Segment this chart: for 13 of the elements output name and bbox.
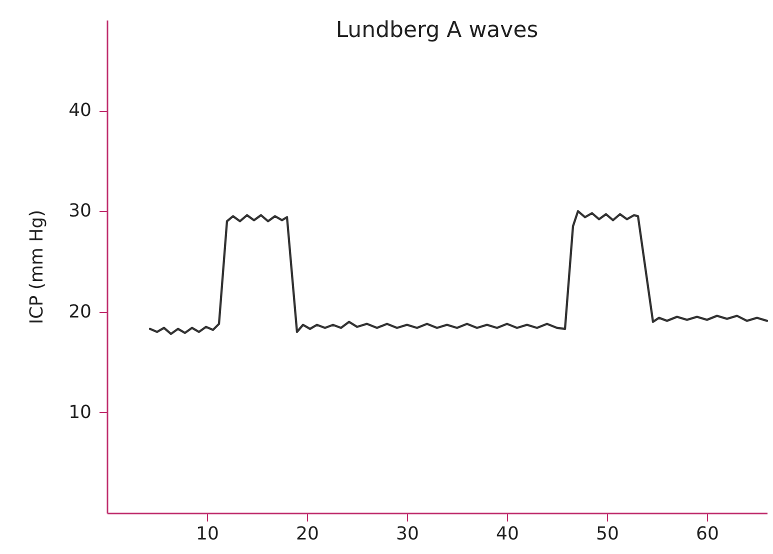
x-tick-label: 40 [496,524,519,544]
x-tick-label: 60 [696,524,719,544]
x-tick-label: 10 [196,524,219,544]
y-tick-label: 20 [68,301,92,322]
x-tick-label: 50 [596,524,619,544]
x-tick-label: 20 [296,524,319,544]
y-axis-title: ICP (mm Hg) [26,210,48,324]
y-tick-label: 40 [68,100,92,122]
x-tick-label: 30 [396,524,419,544]
y-tick-label: 10 [68,402,92,423]
line-series [148,210,768,336]
y-tick-label: 30 [68,200,92,222]
chart-title: Lundberg A waves [336,18,538,43]
